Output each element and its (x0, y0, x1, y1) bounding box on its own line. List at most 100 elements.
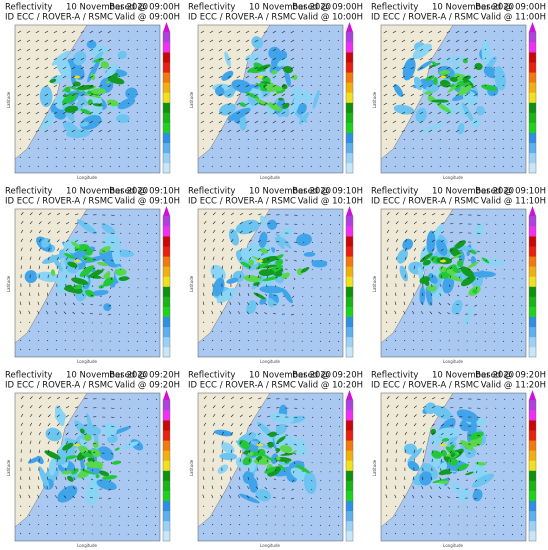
wind-arrow (119, 259, 122, 261)
wind-arrow (502, 524, 505, 526)
wind-arrow (386, 247, 389, 252)
wind-arrow (421, 514, 424, 517)
wind-arrow (455, 313, 460, 315)
echo (494, 66, 506, 91)
wind-arrow (421, 523, 424, 526)
echo-core (114, 447, 120, 451)
wind-arrow (329, 497, 331, 500)
wind-arrow (520, 165, 523, 168)
colorbar-segment (163, 256, 170, 267)
wind-arrow (494, 398, 497, 400)
wind-arrow (145, 156, 148, 159)
wind-arrow (386, 321, 388, 324)
wind-arrow (136, 506, 139, 509)
colorbar-segment (163, 72, 170, 83)
wind-arrow (89, 313, 94, 315)
wind-arrow (301, 129, 304, 132)
echo-core (64, 87, 71, 93)
echo-core (50, 269, 56, 277)
wind-arrow (145, 102, 148, 105)
colorbar-frame (162, 399, 171, 542)
echo-core (244, 91, 260, 99)
wind-arrow (128, 434, 131, 437)
wind-arrow (62, 120, 67, 124)
wind-arrow (266, 415, 271, 418)
wind-arrow (502, 39, 505, 42)
wind-arrow (422, 212, 427, 216)
wind-arrow (92, 434, 97, 436)
wind-arrow (474, 497, 478, 500)
wind-arrow (419, 48, 424, 52)
wind-arrow (218, 57, 223, 61)
wind-arrow (146, 304, 148, 307)
wind-arrow (220, 147, 223, 150)
wind-arrow (520, 75, 523, 78)
wind-arrow (457, 156, 460, 159)
wind-arrow (145, 515, 148, 518)
wind-arrow (107, 30, 112, 34)
wind-arrow (512, 398, 515, 401)
wind-arrow (35, 57, 40, 61)
wind-arrow (38, 221, 42, 225)
wind-arrow (29, 405, 33, 409)
wind-arrow (229, 494, 232, 499)
wind-arrow (437, 39, 442, 43)
wind-arrow (281, 48, 286, 52)
wind-arrow (229, 523, 232, 526)
colorbar-segment (529, 510, 536, 522)
wind-arrow (494, 241, 497, 243)
wind-arrow (419, 93, 424, 97)
wind-arrow (476, 286, 478, 290)
wind-arrow (421, 476, 424, 481)
echo (36, 455, 44, 465)
wind-arrow (456, 478, 460, 481)
wind-arrow (53, 48, 58, 52)
wind-arrow (520, 66, 523, 69)
echo-core (262, 276, 279, 282)
wind-arrow (503, 223, 506, 225)
colorbar-segment (163, 92, 170, 103)
wind-arrow (146, 214, 149, 217)
echo-core (105, 80, 111, 84)
wind-arrow (17, 93, 22, 97)
wind-arrow (328, 111, 331, 114)
wind-arrow (81, 487, 85, 490)
wind-arrow (38, 414, 42, 418)
wind-arrow (410, 66, 415, 70)
wind-arrow (520, 39, 523, 42)
wind-arrow (502, 349, 505, 351)
wind-arrow (246, 311, 250, 315)
panel-source: ID ECC / ROVER-A / RSMC (371, 381, 479, 391)
wind-arrow (412, 485, 415, 490)
wind-arrow (154, 524, 157, 527)
wind-arrow (394, 310, 397, 315)
wind-arrow (392, 129, 397, 133)
wind-arrow (227, 129, 232, 133)
wind-arrow (412, 476, 415, 481)
wind-arrow (255, 302, 259, 306)
wind-arrow (310, 75, 313, 78)
wind-arrow (238, 505, 241, 508)
wind-arrow (221, 230, 225, 234)
wind-arrow (274, 138, 277, 141)
wind-arrow (248, 213, 253, 216)
wind-arrow (83, 213, 88, 216)
wind-arrow (512, 497, 514, 500)
echo-core (240, 261, 252, 269)
echo-core (474, 62, 483, 71)
y-axis-label: Latitude (189, 275, 194, 292)
echo (412, 43, 432, 60)
wind-arrow (110, 416, 115, 419)
wind-arrow (37, 348, 40, 351)
wind-arrow (257, 459, 259, 463)
wind-arrow (476, 268, 480, 271)
echo-core (283, 66, 294, 74)
wind-arrow (521, 497, 523, 500)
echo-core (84, 93, 102, 99)
colorbar-segment (529, 82, 536, 93)
wind-arrow (229, 292, 232, 297)
echo-core (430, 428, 437, 435)
panel-source: ID ECC / ROVER-A / RSMC (188, 197, 296, 207)
wind-arrow (404, 238, 408, 243)
